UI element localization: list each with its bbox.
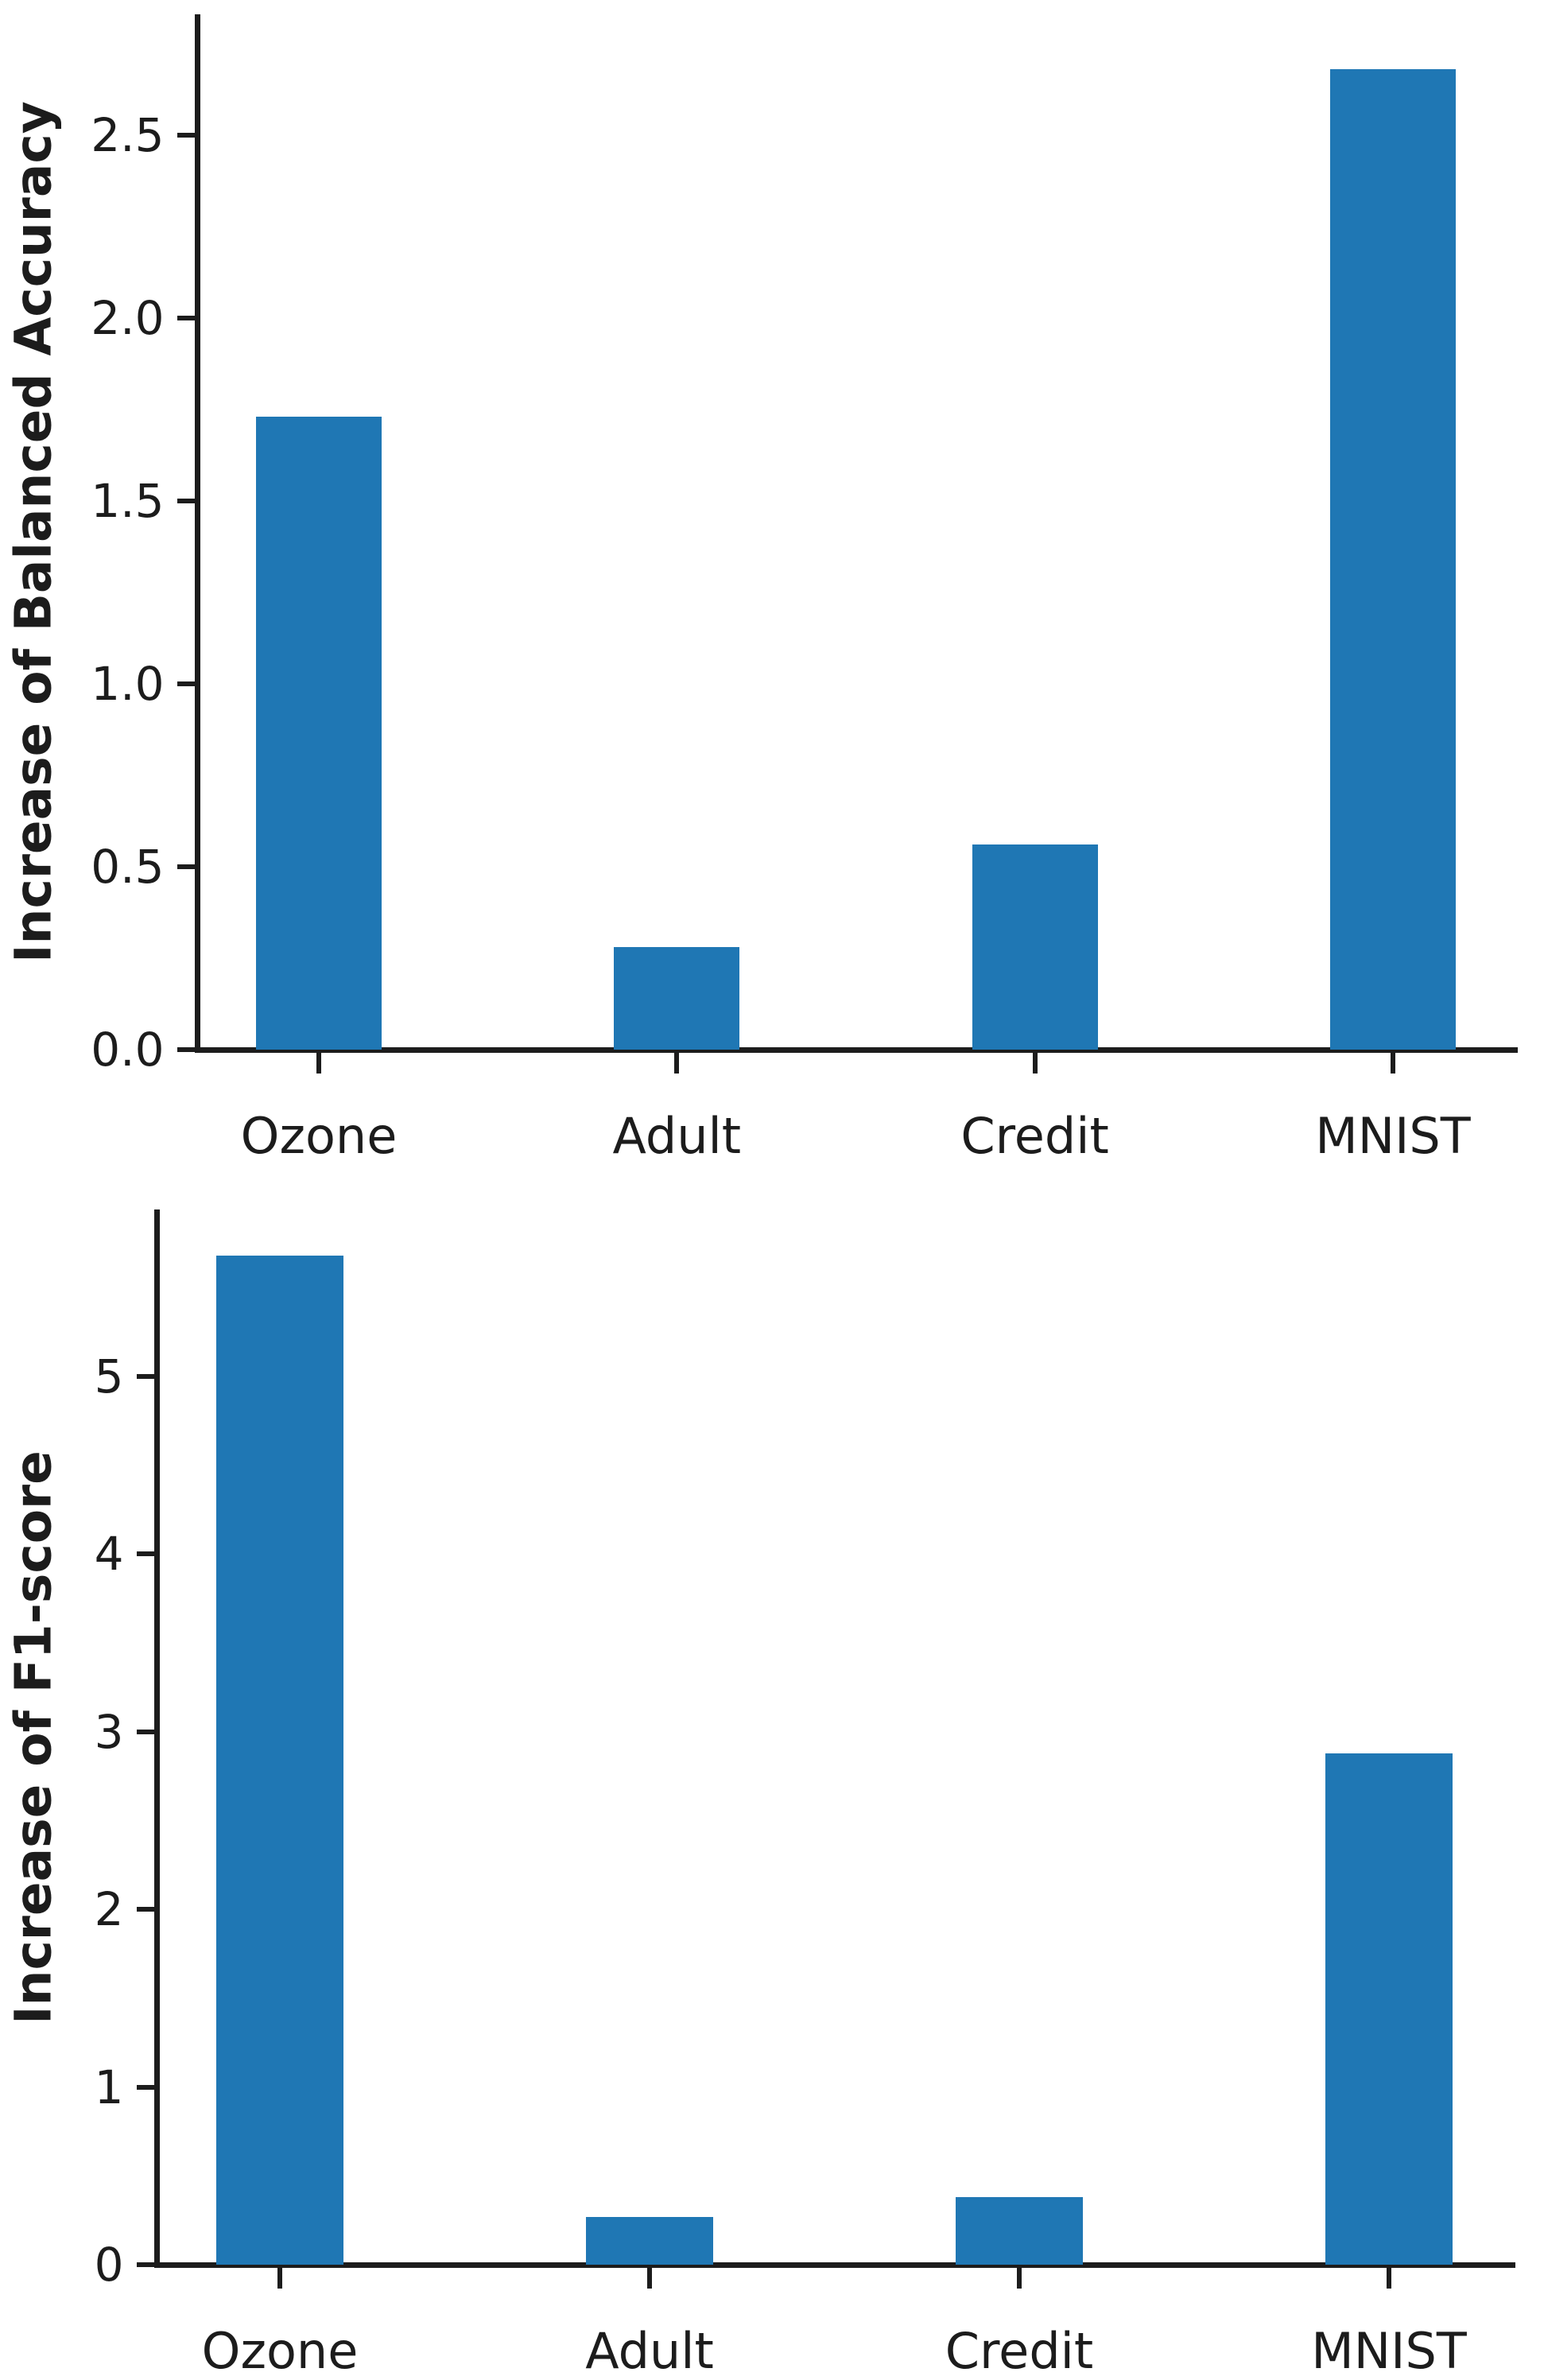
y-axis-spine — [153, 1209, 160, 2268]
x-tick-mark — [1032, 1052, 1038, 1074]
y-tick-mark — [177, 864, 195, 869]
y-tick-label: 2 — [94, 1882, 124, 1937]
y-tick-label: 1.0 — [91, 656, 165, 711]
y-tick-mark — [136, 1551, 154, 1557]
y-tick-label: 5 — [94, 1349, 124, 1404]
y-tick-mark — [177, 498, 195, 503]
y-tick-label: 1 — [94, 2060, 124, 2114]
y-tick-label: 2.0 — [91, 290, 165, 345]
y-tick-label: 1.5 — [91, 473, 165, 528]
x-category-label-credit: Credit — [960, 1106, 1109, 1165]
bar-ozone — [256, 417, 382, 1050]
y-tick-mark — [177, 1047, 195, 1052]
x-tick-mark — [674, 1052, 680, 1074]
y-tick-mark — [136, 1729, 154, 1734]
x-category-label-adult: Adult — [612, 1106, 742, 1165]
bar-mnist — [1325, 1753, 1453, 2265]
y-tick-mark — [136, 1373, 154, 1379]
x-tick-mark — [1390, 1052, 1395, 1074]
x-category-label-ozone: Ozone — [201, 2321, 359, 2380]
x-category-label-mnist: MNIST — [1315, 1106, 1471, 1165]
f1-score-chart: Increase of F1-score 0 1 2 3 4 5 Ozone Adult Cre… — [0, 1180, 1544, 2375]
y-tick-mark — [177, 132, 195, 138]
y-tick-mark — [136, 2262, 154, 2267]
x-axis-spine — [194, 1046, 1518, 1053]
y-tick-mark — [177, 315, 195, 320]
x-tick-mark — [647, 2267, 652, 2289]
bar-adult — [586, 2216, 713, 2265]
x-category-label-ozone: Ozone — [240, 1106, 398, 1165]
balanced-accuracy-chart: Increase of Balanced Accuracy 0.0 0.5 1.0 1… — [0, 0, 1544, 1180]
x-tick-mark — [1387, 2267, 1391, 2289]
x-tick-mark — [1017, 2267, 1022, 2289]
y-tick-label: 0 — [94, 2238, 124, 2292]
y-tick-label: 4 — [94, 1527, 124, 1582]
y-tick-label: 2.5 — [91, 107, 165, 162]
y-tick-mark — [177, 681, 195, 686]
y-axis-label: Increase of Balanced Accuracy — [4, 101, 63, 963]
y-tick-label: 0.5 — [91, 839, 165, 894]
x-axis-spine — [153, 2262, 1515, 2268]
x-category-label-adult: Adult — [585, 2321, 714, 2380]
y-tick-mark — [136, 1907, 154, 1912]
bar-credit — [956, 2197, 1083, 2265]
x-category-label-credit: Credit — [945, 2321, 1094, 2380]
x-category-label-mnist: MNIST — [1311, 2321, 1467, 2380]
y-tick-mark — [136, 2084, 154, 2090]
y-axis-spine — [194, 14, 200, 1053]
x-tick-mark — [277, 2267, 282, 2289]
bar-adult — [614, 947, 740, 1050]
bar-credit — [972, 844, 1098, 1050]
bar-mnist — [1329, 69, 1456, 1050]
bar-ozone — [216, 1256, 343, 2265]
y-tick-label: 3 — [94, 1704, 124, 1759]
y-tick-label: 0.0 — [91, 1023, 165, 1077]
x-tick-mark — [316, 1052, 321, 1074]
